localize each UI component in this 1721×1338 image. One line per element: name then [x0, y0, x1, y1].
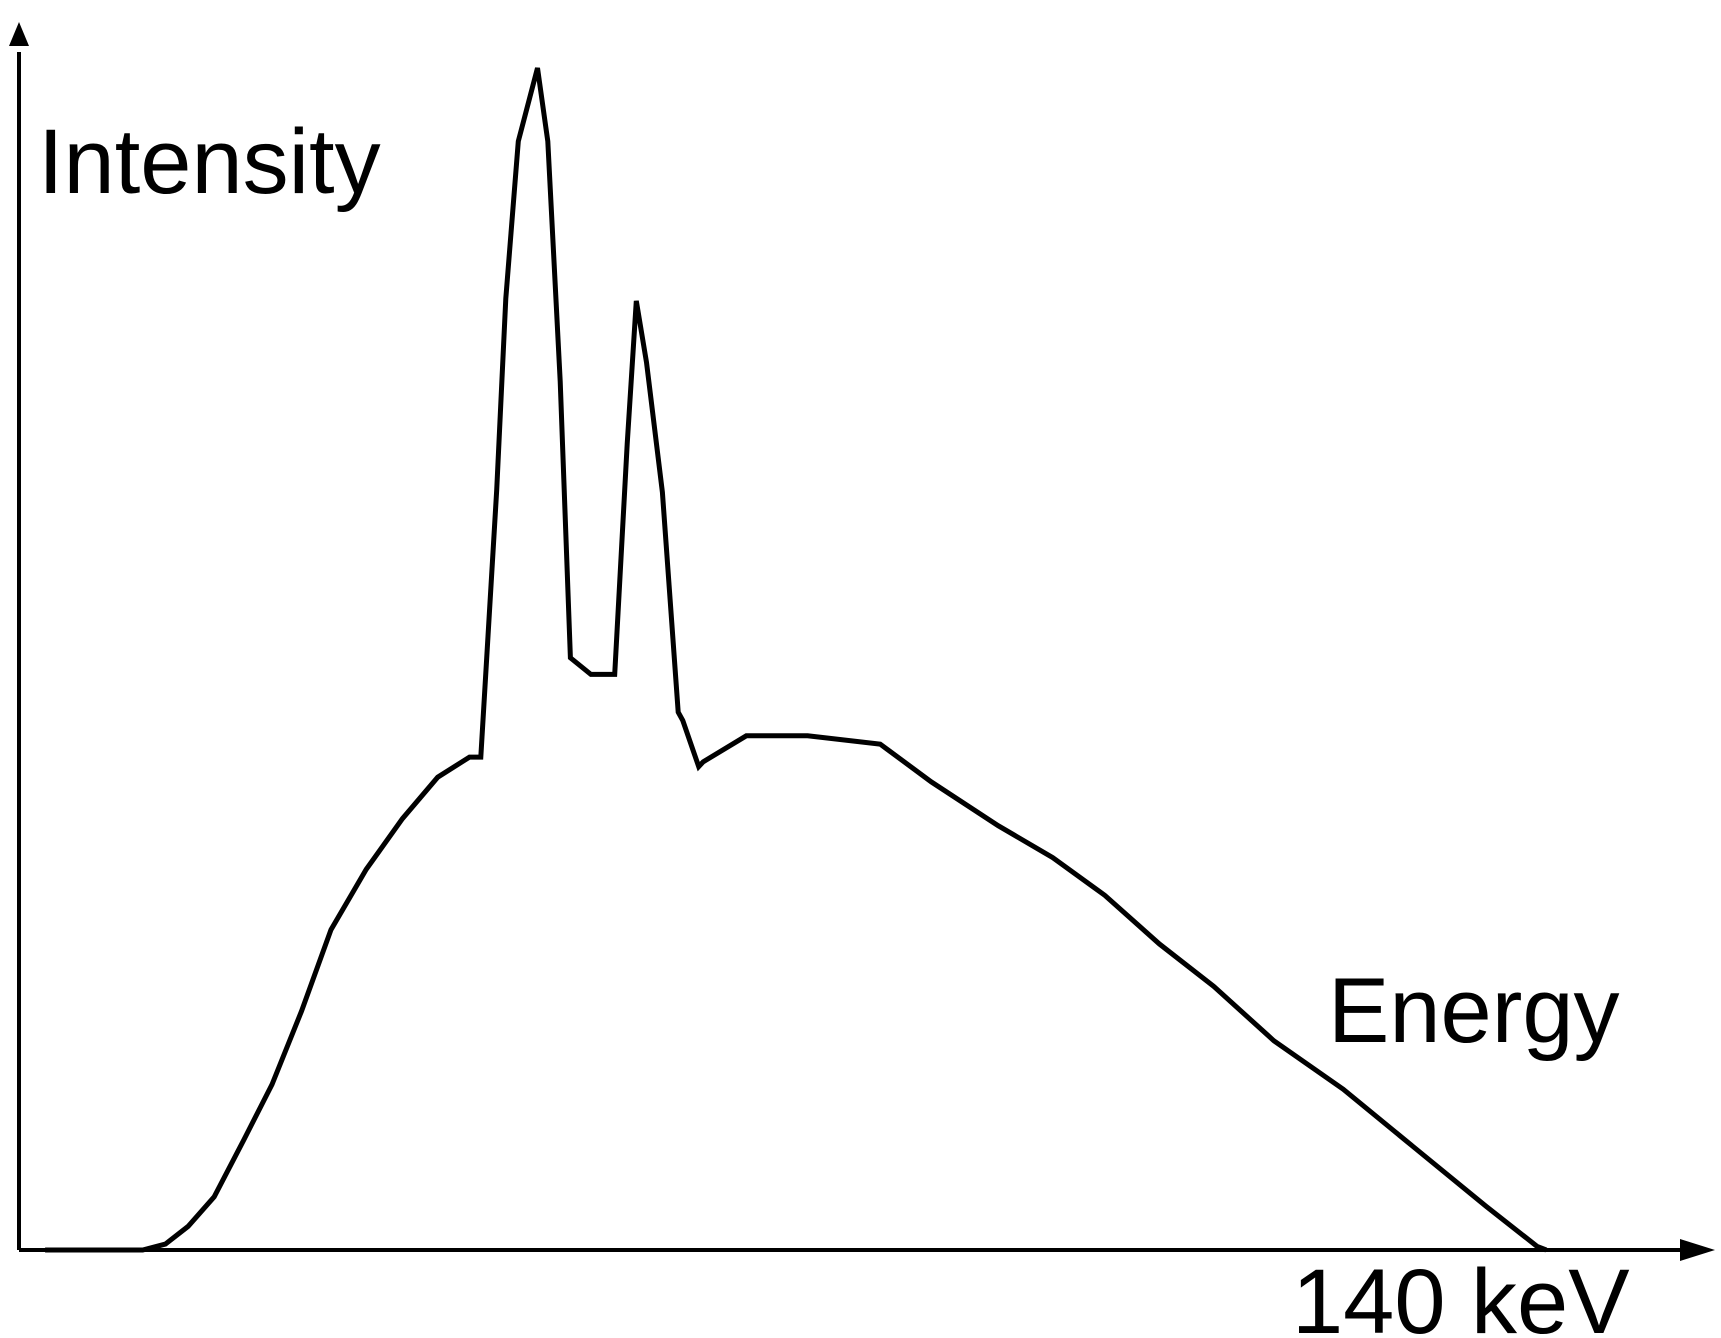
y-axis-arrow-icon [9, 22, 29, 46]
x-axis-arrow-icon [1680, 1239, 1715, 1261]
spectrum-line [45, 67, 1548, 1253]
chart-marks [45, 67, 1548, 1253]
x-tick-label: 140 keV [1292, 1251, 1630, 1338]
x-axis-label: Energy [1328, 960, 1620, 1062]
y-axis-label: Intensity [38, 111, 381, 213]
axes [9, 22, 1715, 1261]
